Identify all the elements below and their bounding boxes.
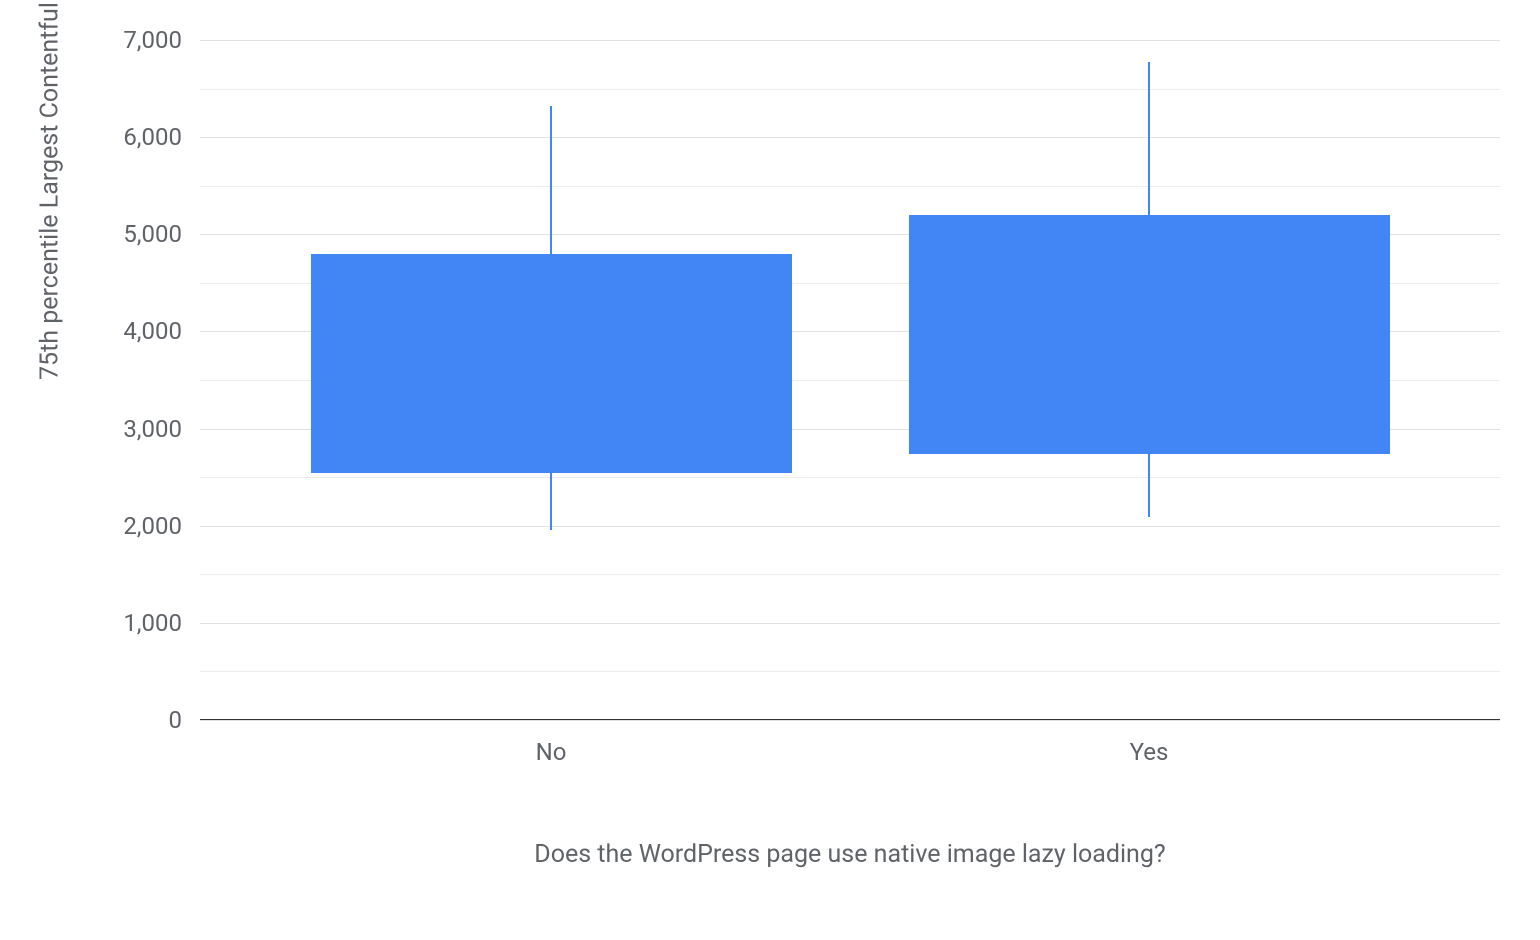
x-tick-label: No xyxy=(536,720,567,766)
y-tick-label: 5,000 xyxy=(123,220,200,248)
box-group xyxy=(311,40,792,720)
whisker-upper xyxy=(1148,62,1150,215)
boxplot-chart: 75th percentile Largest Contentful Paint… xyxy=(0,0,1540,940)
whisker-lower xyxy=(550,473,552,529)
x-axis-title: Does the WordPress page use native image… xyxy=(200,840,1500,869)
box-rect xyxy=(311,254,792,474)
y-tick-label: 4,000 xyxy=(123,317,200,345)
gridline-major xyxy=(200,720,1500,721)
whisker-upper xyxy=(550,106,552,254)
box-rect xyxy=(909,215,1390,454)
y-tick-label: 0 xyxy=(169,706,201,734)
y-tick-label: 2,000 xyxy=(123,512,200,540)
y-tick-label: 3,000 xyxy=(123,415,200,443)
plot-area: 01,0002,0003,0004,0005,0006,0007,000NoYe… xyxy=(200,40,1500,720)
y-tick-label: 1,000 xyxy=(123,609,200,637)
y-tick-label: 6,000 xyxy=(123,123,200,151)
y-tick-label: 7,000 xyxy=(123,26,200,54)
x-tick-label: Yes xyxy=(1130,720,1169,766)
whisker-lower xyxy=(1148,454,1150,517)
box-group xyxy=(909,40,1390,720)
